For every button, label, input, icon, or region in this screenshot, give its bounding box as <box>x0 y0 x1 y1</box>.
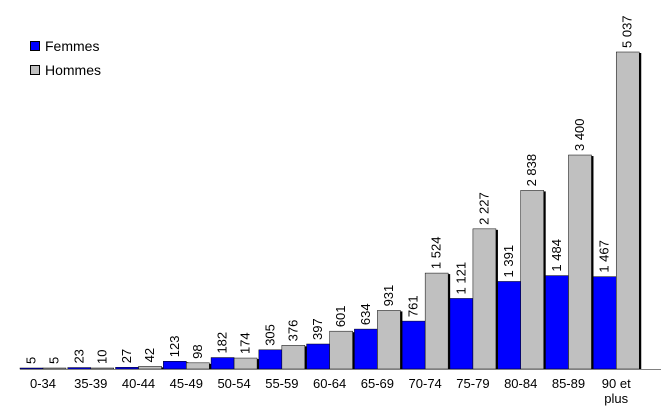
bar-hommes-1 <box>90 367 115 370</box>
bar-femmes-1 <box>67 367 92 370</box>
x-tick-label-12-line1: plus <box>604 391 628 406</box>
bar-hommes-12 <box>615 51 640 370</box>
bar-hommes-9 <box>472 228 497 370</box>
value-label-hommes-4: 174 <box>238 332 253 354</box>
legend: Femmes Hommes <box>30 34 101 82</box>
value-label-hommes-5: 376 <box>285 320 300 342</box>
bar-femmes-12 <box>592 276 617 370</box>
bar-femmes-3 <box>163 361 187 370</box>
x-tick-label-7: 65-69 <box>361 376 394 391</box>
value-label-femmes-5: 305 <box>262 324 277 346</box>
value-labels-layer: 5 5 23 10 27 42 123 98 182 174 305 376 397 601 634 931 7… <box>24 15 635 364</box>
value-label-hommes-8: 1 524 <box>429 237 444 270</box>
bar-femmes-4 <box>210 357 235 370</box>
x-tick-label-2: 40-44 <box>122 376 155 391</box>
bar-hommes-4 <box>233 357 258 370</box>
bar-femmes-8 <box>401 320 426 370</box>
legend-label-femmes: Femmes <box>45 38 100 54</box>
x-tick-label-1: 35-39 <box>74 376 107 391</box>
legend-label-hommes: Hommes <box>45 62 102 78</box>
value-label-femmes-10: 1 391 <box>501 245 516 278</box>
value-label-hommes-10: 2 838 <box>524 154 539 187</box>
value-label-femmes-0: 5 <box>24 357 39 364</box>
x-tick-label-4: 50-54 <box>217 376 250 391</box>
value-label-hommes-2: 42 <box>142 348 157 362</box>
value-label-hommes-1: 10 <box>94 350 109 364</box>
x-tick-label-6: 60-64 <box>313 376 346 391</box>
x-tick-label-8: 70-74 <box>409 376 442 391</box>
bar-hommes-0 <box>42 367 67 370</box>
value-label-hommes-9: 2 227 <box>476 192 491 225</box>
value-label-hommes-6: 601 <box>333 305 348 327</box>
x-tick-label-3: 45-49 <box>170 376 203 391</box>
value-label-hommes-0: 5 <box>47 357 62 364</box>
legend-swatch-hommes <box>30 65 40 75</box>
x-tick-label-11: 85-89 <box>552 376 585 391</box>
bar-femmes-0 <box>19 367 44 370</box>
bar-hommes-7 <box>377 310 401 370</box>
bar-hommes-2 <box>138 366 162 370</box>
value-label-femmes-3: 123 <box>167 336 182 358</box>
value-label-femmes-1: 23 <box>71 349 86 363</box>
bar-femmes-11 <box>545 275 569 370</box>
bar-femmes-6 <box>306 343 330 370</box>
value-label-femmes-7: 634 <box>358 303 373 325</box>
x-tick-label-9: 75-79 <box>456 376 489 391</box>
bar-hommes-8 <box>424 272 449 370</box>
bar-hommes-3 <box>186 362 210 370</box>
bar-hommes-6 <box>329 330 353 370</box>
legend-swatch-femmes <box>30 41 40 51</box>
bar-hommes-5 <box>281 345 306 370</box>
value-label-femmes-11: 1 484 <box>549 239 564 272</box>
value-label-hommes-11: 3 400 <box>572 118 587 151</box>
value-label-hommes-7: 931 <box>381 285 396 307</box>
bar-femmes-7 <box>354 328 378 370</box>
x-tick-label-0: 0-34 <box>30 376 56 391</box>
value-label-femmes-8: 761 <box>406 295 421 317</box>
value-label-femmes-2: 27 <box>119 349 134 363</box>
x-tick-label-10: 80-84 <box>504 376 537 391</box>
value-label-femmes-4: 182 <box>215 332 230 354</box>
legend-entry-hommes: Hommes <box>30 58 101 82</box>
x-tick-label-5: 55-59 <box>265 376 298 391</box>
value-label-hommes-12: 5 037 <box>620 15 635 48</box>
bar-hommes-11 <box>568 154 592 370</box>
x-tick-label-12: 90 et <box>602 376 631 391</box>
bar-femmes-9 <box>449 298 474 370</box>
bars-layer <box>19 51 642 370</box>
bar-femmes-10 <box>497 281 521 370</box>
x-tick-labels-layer: 0-34 35-39 40-44 45-49 50-54 55-59 60-64 65-69 7… <box>30 376 631 406</box>
value-label-femmes-6: 397 <box>310 318 325 340</box>
bar-hommes-10 <box>520 190 544 370</box>
value-label-femmes-9: 1 121 <box>453 262 468 295</box>
value-label-hommes-3: 98 <box>190 344 205 358</box>
value-label-femmes-12: 1 467 <box>597 240 612 273</box>
bar-femmes-2 <box>115 367 139 370</box>
bar-femmes-5 <box>258 349 283 370</box>
legend-entry-femmes: Femmes <box>30 34 101 58</box>
